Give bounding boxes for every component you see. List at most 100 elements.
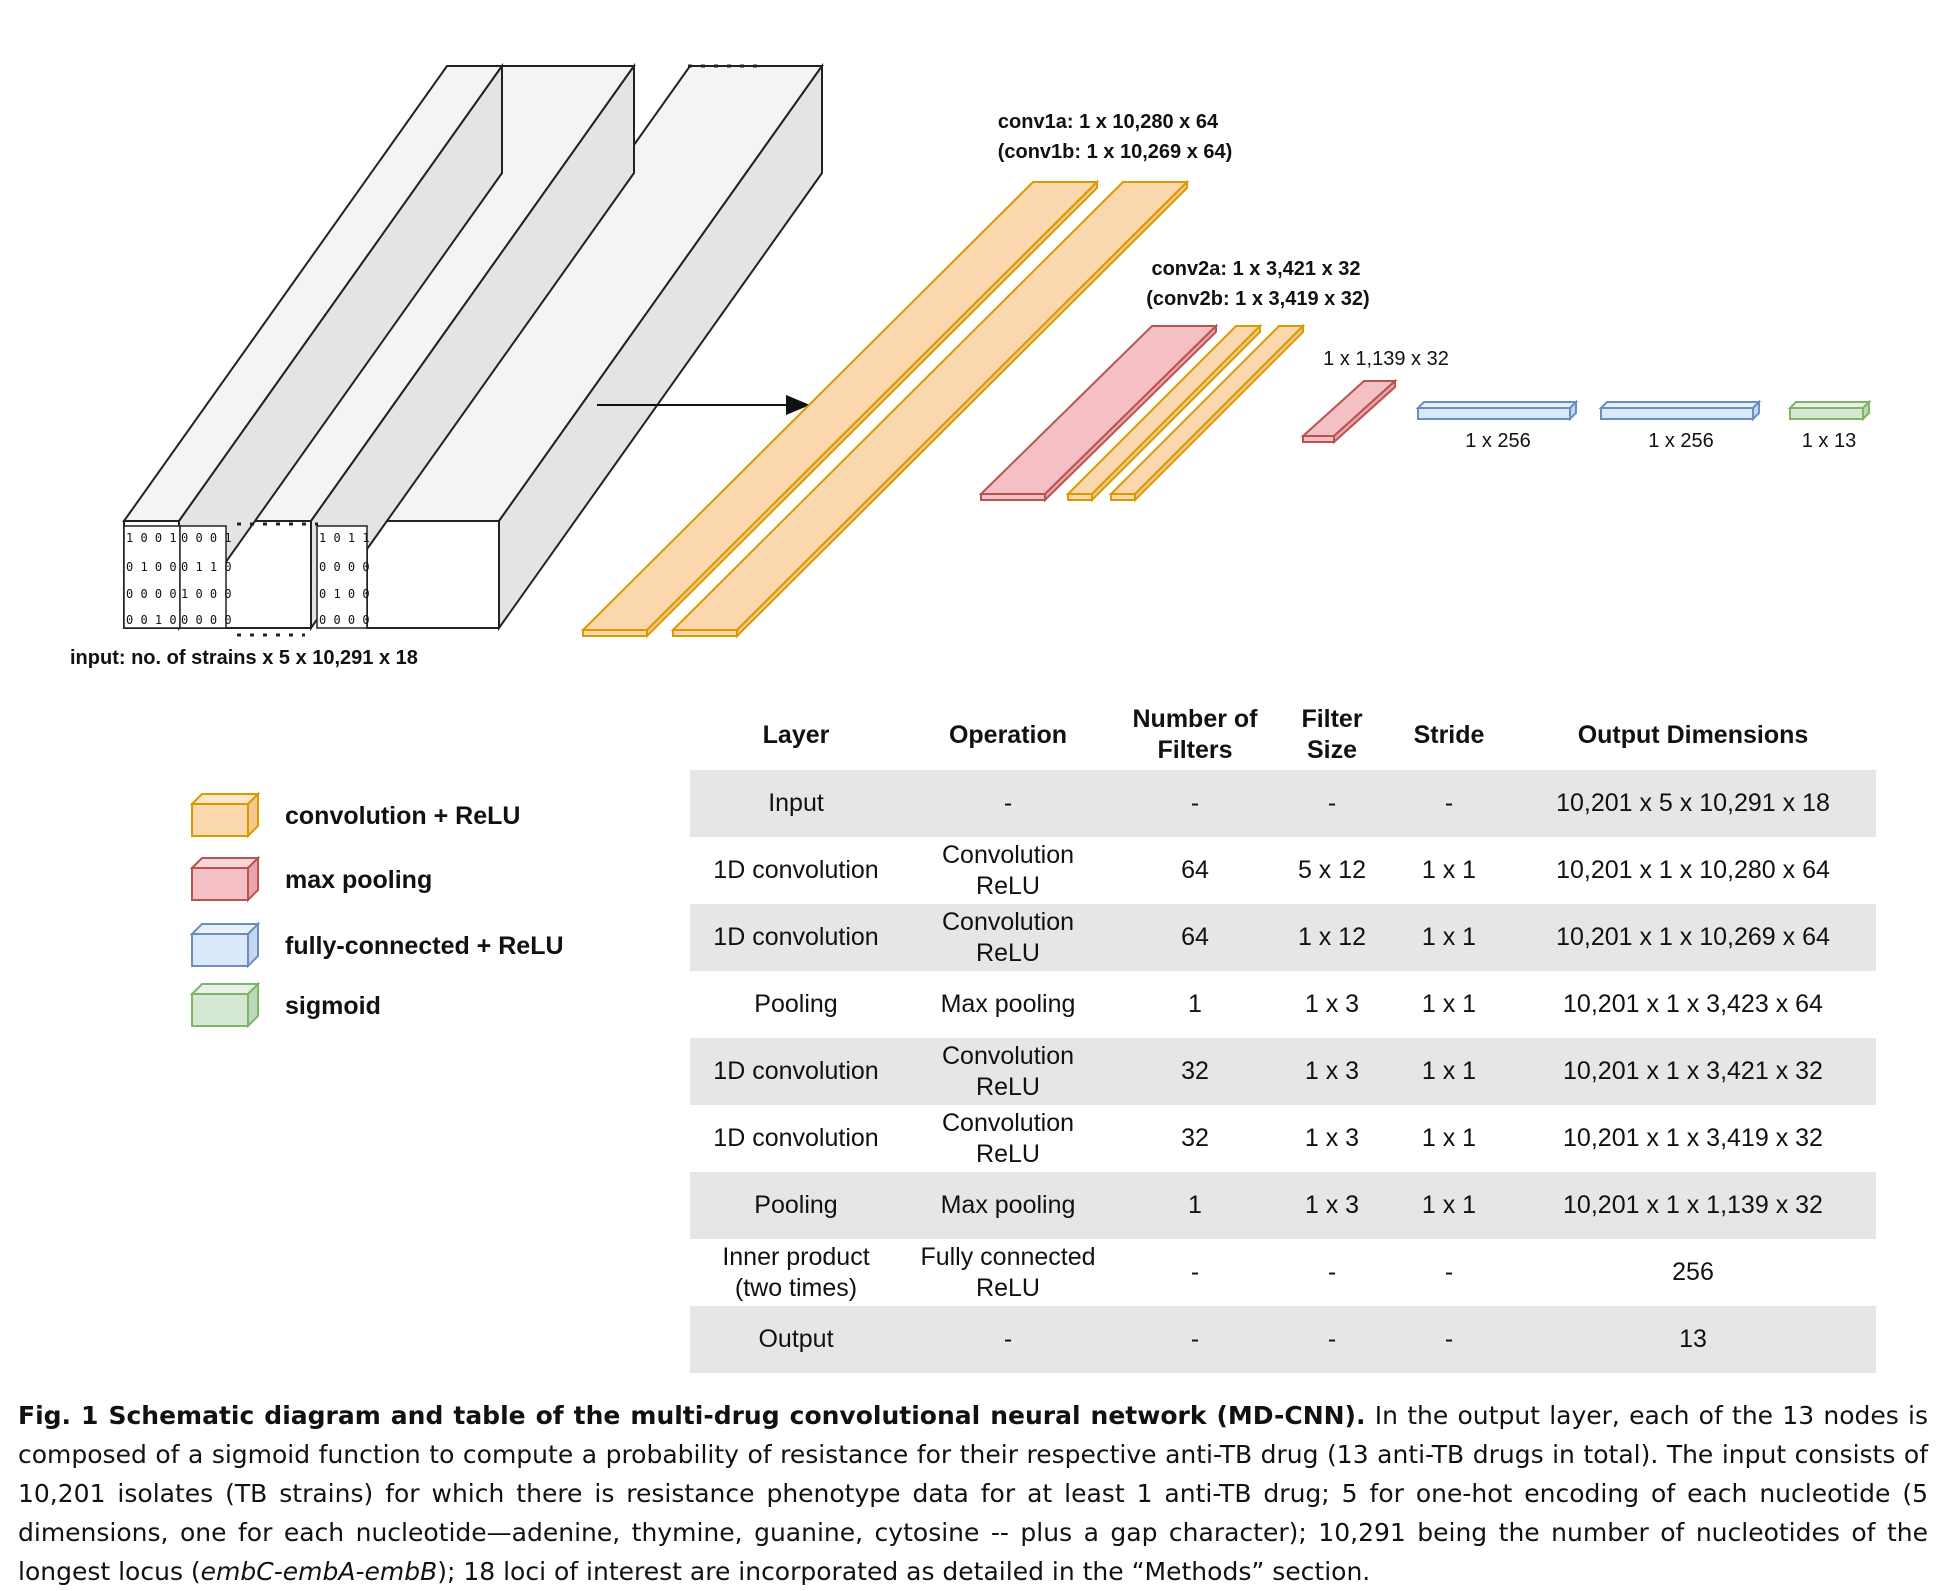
bit-matrix-1: 1 0 0 1 0 1 0 0 0 0 0 0 0 0 1 0 (123, 525, 181, 629)
svg-text:0 1 1 0: 0 1 1 0 (181, 560, 232, 574)
conv1a-layer (580, 179, 1100, 639)
fc1-layer (1415, 399, 1579, 422)
cell-operation: - (902, 770, 1114, 837)
bit-matrix-2: 0 0 0 1 0 1 1 0 1 0 0 0 0 0 0 0 (179, 525, 232, 629)
cell-filter-size: 1 x 3 (1276, 1172, 1388, 1239)
svg-text:0 1 0 0: 0 1 0 0 (319, 587, 370, 601)
cell-stride: - (1388, 1306, 1510, 1373)
cell-operation: Max pooling (940, 990, 1076, 1018)
output-layer (1787, 399, 1872, 422)
cell-output-dimensions: 10,201 x 1 x 10,269 x 64 (1510, 904, 1876, 971)
table-row: 1D convolution Convolution ReLU 64 1 x 1… (690, 904, 1876, 971)
cell-layer: 1D convolution (713, 1124, 879, 1152)
bit-matrix-3: 1 0 1 1 0 0 0 0 0 1 0 0 0 0 0 0 (316, 525, 370, 629)
table-row: Pooling Max pooling 1 1 x 3 1 x 1 10,201… (690, 971, 1876, 1038)
pool2-label: 1 x 1,139 x 32 (1323, 348, 1449, 370)
table-row: 1D convolution Convolution ReLU 32 1 x 3… (690, 1105, 1876, 1172)
caption-locus-name: embC-embA-embB (200, 1557, 438, 1586)
cell-filter-size: - (1276, 770, 1388, 837)
cell-layer: Input (690, 770, 902, 837)
legend-item-fully-connected: fully-connected + ReLU (190, 920, 630, 970)
header-filter-size: Filter Size (1301, 705, 1363, 764)
caption-title: Fig. 1 Schematic diagram and table of th… (18, 1401, 1366, 1430)
conv1-label-b: (conv1b: 1 x 10,269 x 64) (998, 141, 1233, 163)
cell-filters: - (1190, 1258, 1200, 1286)
cell-filter-size: 1 x 12 (1276, 904, 1388, 971)
cell-filter-size: - (1276, 1306, 1388, 1373)
cell-stride: - (1444, 1258, 1454, 1286)
pooling-cube-icon (190, 855, 260, 903)
legend-item-convolution: convolution + ReLU (190, 790, 630, 840)
caption-text-1: In the output layer, each of the 13 node… (18, 1401, 1929, 1586)
layer-table: Layer Operation Number of Filters Filter… (690, 700, 1876, 1373)
output-label: 1 x 13 (1802, 430, 1856, 452)
cnn-architecture-diagram: 1 0 0 1 0 1 0 0 0 0 0 0 0 0 1 0 0 0 0 1 … (70, 62, 1872, 669)
pool1-layer (978, 323, 1219, 503)
cell-output-dimensions: 10,201 x 1 x 1,139 x 32 (1510, 1172, 1876, 1239)
table-row: Input - - - - 10,201 x 5 x 10,291 x 18 (690, 770, 1876, 837)
cell-layer: Pooling (754, 990, 838, 1018)
table-row: Output - - - - 13 (690, 1306, 1876, 1373)
header-layer: Layer (762, 720, 830, 749)
cell-stride: - (1388, 770, 1510, 837)
cell-filters: 32 (1181, 1124, 1209, 1152)
cell-operation: Convolution ReLU (902, 1038, 1114, 1105)
header-stride: Stride (1413, 720, 1485, 749)
cell-filters: 32 (1114, 1038, 1276, 1105)
cell-operation: Max pooling (902, 1172, 1114, 1239)
cell-filter-size: 1 x 3 (1304, 990, 1360, 1018)
cell-stride: 1 x 1 (1388, 904, 1510, 971)
cell-stride: 1 x 1 (1421, 990, 1477, 1018)
cell-output-dimensions: 256 (1672, 1258, 1714, 1286)
cell-output-dimensions: 10,201 x 5 x 10,291 x 18 (1510, 770, 1876, 837)
cell-layer: 1D convolution (690, 904, 902, 971)
cell-filters: 64 (1181, 856, 1209, 884)
caption-text-2: ); 18 loci of interest are incorporated … (437, 1557, 1371, 1586)
conv2a-layer (1065, 323, 1263, 503)
sigmoid-cube-icon (190, 981, 260, 1029)
conv2-label-a: conv2a: 1 x 3,421 x 32 (1151, 258, 1360, 280)
conv1b-layer (670, 179, 1190, 639)
cell-layer: Output (690, 1306, 902, 1373)
cell-filter-size: 5 x 12 (1297, 856, 1367, 884)
conv2b-layer (1108, 323, 1306, 503)
svg-text:1 0 1 1: 1 0 1 1 (319, 531, 370, 545)
table-header-row: Layer Operation Number of Filters Filter… (690, 700, 1876, 770)
svg-text:0 0 1 0: 0 0 1 0 (126, 613, 177, 627)
fc1-label: 1 x 256 (1465, 430, 1531, 452)
cell-filter-size: - (1327, 1258, 1337, 1286)
pool2-layer (1300, 378, 1398, 445)
input-label: input: no. of strains x 5 x 10,291 x 18 (70, 647, 418, 669)
svg-text:0 0 0 1: 0 0 0 1 (181, 531, 232, 545)
svg-text:1 0 0 0: 1 0 0 0 (181, 587, 232, 601)
cell-operation: Convolution ReLU (902, 904, 1114, 971)
svg-text:0 0 0 0: 0 0 0 0 (126, 587, 177, 601)
header-number-of-filters: Number of Filters (1132, 705, 1258, 764)
cell-output-dimensions: 10,201 x 1 x 3,421 x 32 (1510, 1038, 1876, 1105)
header-output-dimensions: Output Dimensions (1577, 720, 1809, 749)
cell-filter-size: 1 x 3 (1304, 1124, 1360, 1152)
cell-output-dimensions: 10,201 x 1 x 10,280 x 64 (1556, 856, 1830, 884)
table-row: 1D convolution Convolution ReLU 64 5 x 1… (690, 837, 1876, 904)
cell-filters: - (1114, 770, 1276, 837)
fc2-layer (1598, 399, 1762, 422)
cell-filters: 64 (1114, 904, 1276, 971)
input-tensor-block-3 (365, 62, 824, 632)
cell-filter-size: 1 x 3 (1276, 1038, 1388, 1105)
cell-layer: 1D convolution (713, 856, 879, 884)
fully-connected-cube-icon (190, 921, 260, 969)
svg-text:0 0 0 0: 0 0 0 0 (319, 560, 370, 574)
cell-stride: 1 x 1 (1388, 1038, 1510, 1105)
svg-text:0 1 0 0: 0 1 0 0 (126, 560, 177, 574)
cell-operation: - (902, 1306, 1114, 1373)
cell-layer: Pooling (690, 1172, 902, 1239)
svg-text:0 0 0 0: 0 0 0 0 (319, 613, 370, 627)
cell-stride: 1 x 1 (1388, 1172, 1510, 1239)
table-row: Inner product (two times) Fully connecte… (690, 1239, 1876, 1306)
legend-item-sigmoid: sigmoid (190, 980, 630, 1030)
cell-output-dimensions: 13 (1510, 1306, 1876, 1373)
svg-text:1 0 0 1: 1 0 0 1 (126, 531, 177, 545)
cell-operation: Fully connected ReLU (920, 1242, 1096, 1302)
fc2-label: 1 x 256 (1648, 430, 1714, 452)
cell-operation: Convolution ReLU (941, 1108, 1075, 1168)
